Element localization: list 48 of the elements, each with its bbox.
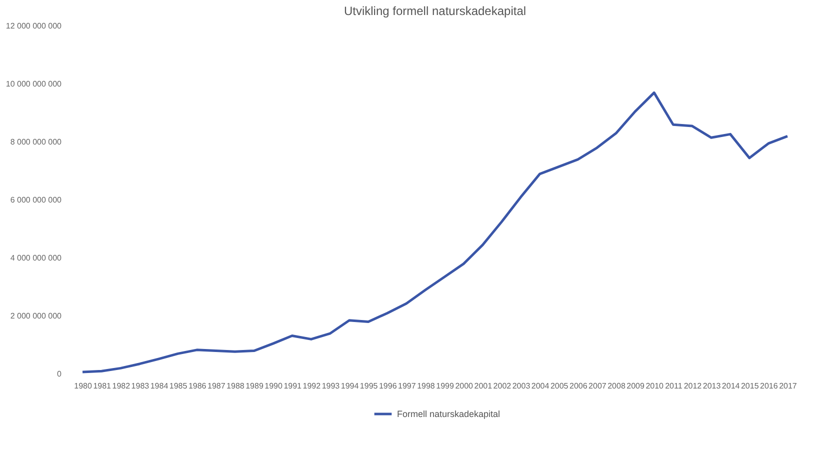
x-tick-label: 1987 (207, 382, 226, 390)
x-tick-label: 1997 (398, 382, 416, 390)
x-tick-label: 2000 (455, 382, 474, 390)
x-tick-label: 1981 (93, 382, 112, 390)
x-tick-label: 2016 (760, 382, 778, 390)
x-tick-label: 2003 (512, 382, 531, 390)
x-tick-label: 2012 (684, 382, 702, 390)
x-tick-label: 1988 (226, 382, 245, 390)
y-tick-label: 0 (57, 370, 62, 378)
x-tick-label: 2015 (740, 382, 760, 390)
x-tick-label: 1999 (436, 382, 454, 390)
x-tick-label: 2013 (702, 382, 722, 390)
y-tick-label: 10 000 000 000 (6, 80, 62, 88)
x-tick-label: 1992 (302, 382, 322, 390)
y-tick-label: 12 000 000 000 (6, 22, 62, 30)
chart-title: Utvikling formell naturskadekapital (344, 4, 526, 18)
y-tick-label: 6 000 000 000 (10, 196, 62, 204)
x-tick-label: 1991 (284, 382, 302, 390)
x-tick-label: 2001 (474, 382, 493, 390)
x-tick-label: 2008 (608, 382, 626, 390)
x-tick-label: 1994 (340, 382, 360, 390)
x-tick-label: 1995 (360, 382, 378, 390)
x-tick-label: 2007 (588, 382, 607, 390)
x-tick-label: 2014 (722, 382, 740, 390)
x-tick-label: 2006 (569, 382, 588, 390)
line-series (81, 91, 789, 374)
x-tick-label: 1983 (131, 382, 150, 390)
x-tick-label: 2009 (626, 382, 645, 390)
x-tick-label: 2002 (493, 382, 512, 390)
x-tick-label: 1982 (112, 382, 131, 390)
x-tick-label: 1980 (74, 382, 92, 390)
x-tick-label: 1984 (150, 382, 169, 390)
x-tick-label: 1990 (264, 382, 283, 390)
x-tick-label: 2010 (646, 382, 664, 390)
x-tick-label: 2011 (665, 382, 683, 390)
x-tick-label: 2017 (779, 382, 798, 390)
x-tick-label: 2004 (531, 382, 550, 390)
y-tick-label: 8 000 000 000 (10, 138, 62, 146)
x-tick-label: 1986 (188, 382, 207, 390)
x-tick-label: 1993 (322, 382, 340, 390)
x-tick-label: 1996 (378, 382, 398, 390)
x-tick-label: 1985 (169, 382, 188, 390)
x-tick-label: 2005 (550, 382, 569, 390)
x-tick-label: 1989 (246, 382, 264, 390)
x-tick-label: 1998 (417, 382, 436, 390)
y-tick-label: 4 000 000 000 (10, 254, 62, 262)
y-tick-label: 2 000 000 000 (10, 312, 62, 320)
legend-label: Formell naturskadekapital (397, 409, 500, 419)
